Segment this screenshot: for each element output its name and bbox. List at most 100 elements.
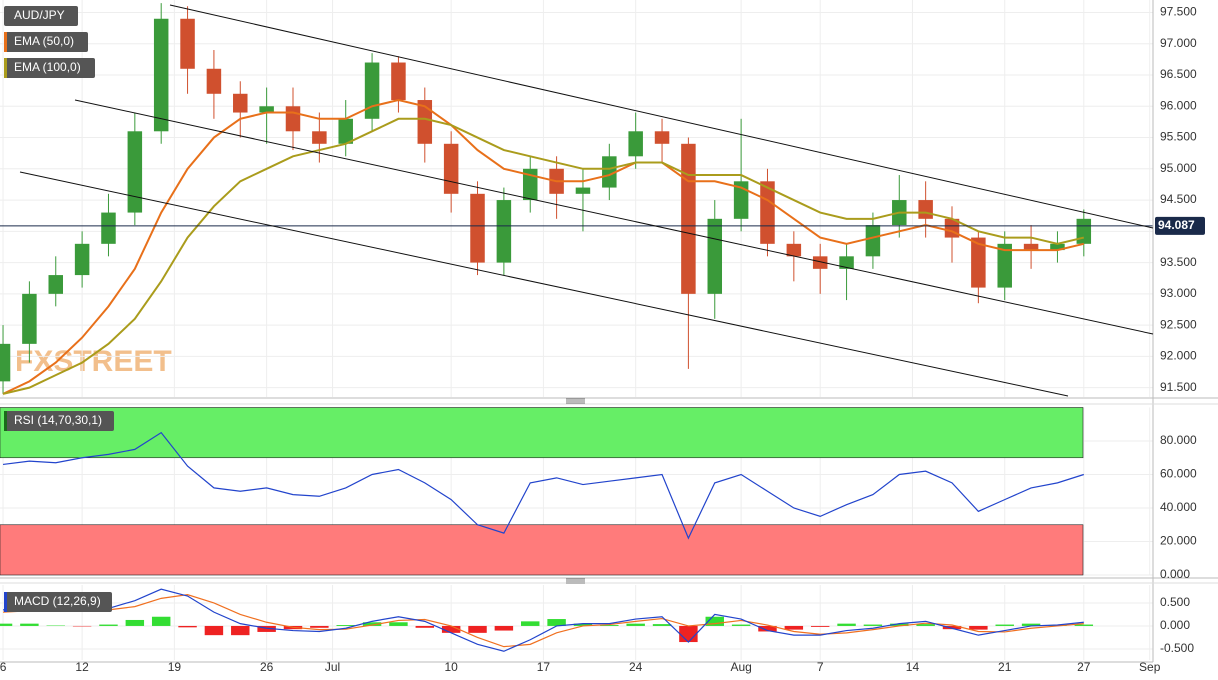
candle-body [259,106,274,113]
candle-body [575,187,591,194]
y-tick-label: 96.000 [1160,98,1197,112]
legend-box [4,6,78,26]
x-tick-label: 7 [817,660,824,674]
legend-label: RSI (14,70,30,1) [14,413,102,427]
histogram-bar [389,622,408,626]
candle-body [971,237,986,288]
x-tick-label: Aug [730,660,751,674]
histogram-bar [231,625,250,636]
histogram-bar [810,625,830,627]
x-tick-label: 26 [260,660,274,674]
current-price-box [1155,216,1205,235]
candle-body [443,143,459,194]
x-tick-label: 24 [629,660,643,674]
candle-body [1050,243,1065,251]
resize-handle[interactable] [566,578,585,584]
oversold-zone [0,524,1084,576]
y-tick-label: 92.000 [1160,349,1197,363]
histogram-bar [125,619,145,626]
histogram-bar [731,624,751,626]
x-tick-label: Sep [1139,660,1161,674]
y-tick-label: 93.500 [1160,255,1197,269]
legend-label: AUD/JPY [14,8,65,22]
candle-body [707,218,723,294]
candle-body [602,156,617,188]
histogram-bar [310,625,329,628]
y-tick-label: 97.000 [1160,36,1197,50]
histogram-bar [151,616,171,626]
candle-body [865,225,881,257]
y-tick-label: 97.500 [1160,5,1197,19]
candle-body [233,93,248,113]
legend-box [4,592,112,612]
candle-body [812,256,828,269]
x-tick-label: 12 [75,660,89,674]
histogram-bar [916,624,935,626]
x-tick-label: 21 [998,660,1012,674]
histogram-bar [969,625,988,630]
histogram-bar [204,625,224,636]
histogram-bar [468,625,487,633]
candle-body [496,200,512,263]
y-tick-label: 0.500 [1160,595,1190,609]
watermark: FXSTREET [15,345,172,378]
y-tick-label: 93.000 [1160,286,1197,300]
histogram-bar [336,625,355,626]
candle-body [48,275,64,294]
y-tick-label: 20.000 [1160,534,1197,548]
candle-body [74,243,90,276]
ema-line [2,99,1085,395]
legend-swatch [4,32,7,52]
candle-body [918,200,933,219]
histogram-bar [890,623,909,626]
x-tick-label: 17 [537,660,551,674]
current-price-label: 94.087 [1158,218,1195,232]
histogram-bar [863,624,883,626]
histogram-bar [652,624,672,626]
legend-swatch [4,411,7,431]
candle-body [127,131,143,213]
legend-label: EMA (50,0) [14,34,74,48]
y-tick-label: 92.500 [1160,317,1197,331]
histogram-bar [415,625,435,628]
candle-body [206,68,222,94]
candle-body [733,181,749,219]
histogram-bar [573,623,593,626]
candle-body [839,256,854,269]
x-tick-label: Jul [325,660,340,674]
candle-body [364,62,380,119]
y-tick-label: 80.000 [1160,433,1197,447]
candle-body [786,243,802,257]
candle-body [654,131,670,144]
histogram-bar [1021,623,1041,626]
candle-body [628,131,643,157]
histogram-bar [837,623,856,626]
histogram-bar [1074,624,1094,626]
candle-body [997,243,1012,288]
macd-line [3,588,1084,652]
candle-body [338,118,353,144]
x-tick-label: 10 [444,660,458,674]
y-tick-label: 60.000 [1160,467,1197,481]
legend-label: EMA (100,0) [14,60,81,74]
y-tick-label: 40.000 [1160,500,1197,514]
y-tick-label: 96.500 [1160,67,1197,81]
legend-swatch [4,592,7,612]
candle-body [22,293,37,344]
y-tick-label: 95.500 [1160,130,1197,144]
candle-body [153,18,169,132]
resize-handle[interactable] [566,398,585,404]
legend-swatch [4,58,7,78]
candle-body [101,212,116,244]
legend-box [4,32,88,52]
candle-body [417,100,433,144]
candle-body [0,343,11,382]
rsi-line [2,431,1084,540]
overbought-zone [0,407,1084,459]
histogram-bar [995,624,1014,626]
candle-body [312,131,327,144]
histogram-bar [626,623,645,626]
channel-lines [19,4,1154,397]
